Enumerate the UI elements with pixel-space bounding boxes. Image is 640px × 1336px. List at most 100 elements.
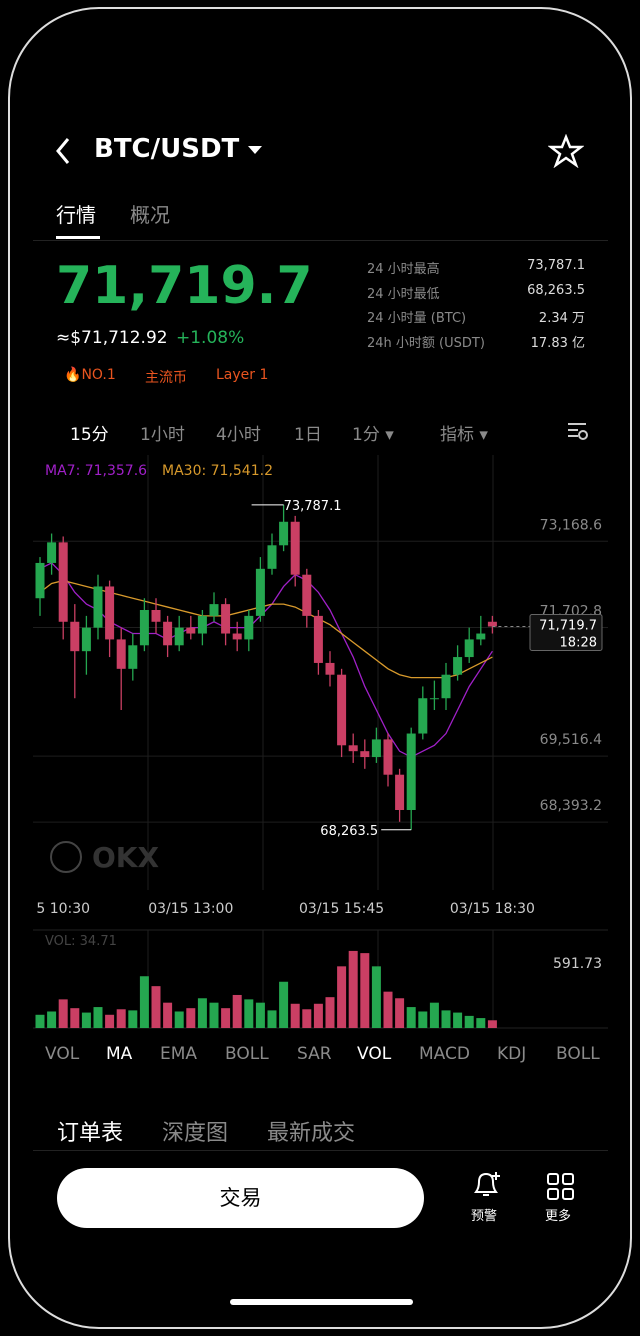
volume-bar: [35, 1014, 45, 1028]
bottom-tab[interactable]: 最新成交: [267, 1121, 356, 1146]
volume-bar: [128, 1010, 138, 1028]
candle-body: [139, 610, 149, 646]
interval[interactable]: 15分: [70, 425, 109, 445]
volume-bar: [174, 1011, 184, 1028]
indicator[interactable]: BOLL: [556, 1044, 600, 1064]
candle-body: [406, 733, 416, 810]
x-tick-label: 03/15 18:30: [450, 901, 535, 917]
pair-title[interactable]: BTC/USDT: [94, 134, 240, 164]
indicator[interactable]: BOLL: [225, 1044, 269, 1064]
stat-label: 24 小时量 (BTC): [367, 311, 467, 326]
more-label[interactable]: 更多: [545, 1209, 572, 1224]
indicator[interactable]: MACD: [419, 1044, 470, 1064]
trade-button[interactable]: 交易: [57, 1168, 424, 1228]
candle-body: [47, 542, 57, 563]
volume-bar: [418, 1011, 428, 1028]
back-button[interactable]: [52, 136, 76, 166]
indicator[interactable]: SAR: [297, 1044, 332, 1064]
volume-bar: [279, 981, 289, 1028]
interval[interactable]: 1分 ▾: [352, 425, 394, 445]
volume-bar: [163, 1002, 173, 1028]
volume-bar: [58, 999, 68, 1028]
tab[interactable]: 概况: [130, 203, 170, 227]
stat-value: 68,263.5: [527, 282, 585, 298]
volume-bar: [325, 997, 335, 1028]
volume-bar: [290, 1003, 300, 1028]
candle-body: [174, 627, 184, 646]
candle-body: [197, 615, 207, 634]
candle-body: [325, 662, 335, 675]
alert-label[interactable]: 预警: [471, 1209, 498, 1224]
candle-body: [70, 621, 80, 652]
volume-bar: [232, 994, 242, 1028]
interval[interactable]: 4小时: [216, 425, 261, 445]
candle-body: [290, 521, 300, 575]
countdown: 18:28: [560, 635, 597, 650]
volume-bar: [383, 991, 393, 1028]
candle-body: [313, 615, 323, 663]
candle-body: [487, 621, 497, 627]
volume-bar: [464, 1015, 474, 1028]
ma-legend: MA30: 71,541.2: [162, 463, 273, 479]
interval[interactable]: 1日: [294, 425, 322, 445]
indicator[interactable]: VOL: [45, 1044, 80, 1064]
indicator[interactable]: MA: [106, 1044, 133, 1064]
candle-body: [429, 698, 439, 700]
indicator[interactable]: VOL: [357, 1044, 392, 1064]
volume-bar: [116, 1009, 126, 1028]
candle-body: [221, 604, 231, 634]
candle-body: [464, 639, 474, 658]
stat-value: 2.34 万: [538, 311, 585, 326]
volume-bar: [209, 1002, 219, 1028]
volume-bar: [371, 966, 381, 1028]
bottom-tab[interactable]: 订单表: [57, 1121, 124, 1146]
volume-bar: [70, 1008, 80, 1028]
candle-body: [232, 633, 242, 640]
candle-body: [337, 674, 347, 746]
low-label: 68,263.5: [320, 824, 378, 839]
volume-label: VOL: 34.71: [45, 934, 117, 949]
volume-bar: [151, 986, 161, 1028]
ma-legend: MA7: 71,357.6: [45, 463, 147, 479]
y-tick-label: 69,516.4: [540, 732, 602, 748]
candle-body: [441, 674, 451, 699]
volume-bar: [81, 1012, 91, 1028]
volume-bar: [139, 976, 149, 1028]
x-tick-label: 03/15 13:00: [148, 901, 233, 917]
dropdown-icon[interactable]: [247, 144, 263, 156]
alert-icon[interactable]: [470, 1170, 504, 1200]
x-tick-label: 03/15 15:45: [299, 901, 384, 917]
volume-bar: [476, 1018, 486, 1028]
candle-body: [255, 568, 265, 616]
more-icon[interactable]: [546, 1172, 576, 1202]
stat-label: 24h 小时额 (USDT): [367, 335, 485, 351]
last-price: 71,719.7: [56, 256, 313, 316]
volume-bar: [453, 1012, 463, 1028]
change: +1.08%: [176, 328, 245, 348]
candle-body: [186, 627, 196, 634]
candle-body: [35, 562, 45, 599]
tab[interactable]: 行情: [56, 203, 96, 227]
stat-label: 24 小时最低: [367, 286, 440, 302]
tag-text: NO.1: [81, 367, 116, 383]
volume-bar: [360, 953, 370, 1028]
volume-bar: [267, 1010, 277, 1028]
indicator[interactable]: KDJ: [497, 1044, 527, 1064]
favorite-star[interactable]: [548, 134, 584, 168]
volume-bar: [395, 998, 405, 1028]
interval[interactable]: 指标 ▾: [440, 425, 488, 445]
usd-price: ≈$71,712.92: [56, 328, 168, 348]
volume-bar: [186, 1008, 196, 1028]
candle-body: [128, 645, 138, 669]
settings-icon[interactable]: [566, 420, 590, 442]
indicator[interactable]: EMA: [160, 1044, 198, 1064]
bottom-tab[interactable]: 深度图: [162, 1121, 229, 1146]
x-tick-label: 5 10:30: [36, 901, 90, 917]
y-tick-label: 73,168.6: [540, 517, 602, 533]
candle-body: [395, 774, 405, 810]
volume-tick-label: 591.73: [553, 956, 602, 972]
candle-body: [476, 633, 486, 640]
interval[interactable]: 1小时: [140, 425, 185, 445]
